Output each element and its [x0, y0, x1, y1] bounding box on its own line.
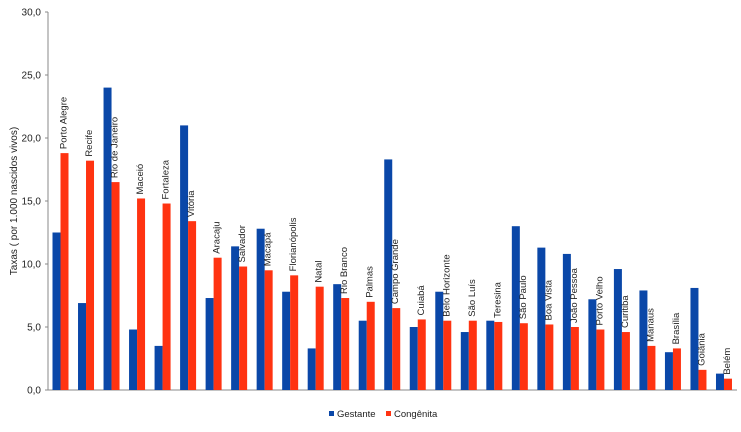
legend-swatch-gestante: [329, 411, 334, 416]
legend: Gestante Congênita: [329, 409, 438, 420]
y-tick-label: 25,0: [22, 71, 42, 82]
category-label: Recife: [84, 130, 95, 157]
bar-gestante: [384, 159, 393, 390]
bar-congenita: [443, 320, 452, 390]
category-label: Brasília: [671, 312, 682, 344]
category-label: Palmas: [365, 266, 376, 298]
category-label: São Luís: [467, 279, 478, 317]
category-label: Aracaju: [212, 221, 223, 253]
bar-congenita: [366, 301, 375, 390]
bar-gestante: [256, 228, 265, 390]
category-label: Salvador: [237, 225, 248, 263]
bar-gestante: [562, 253, 571, 390]
legend-label-gestante: Gestante: [337, 409, 376, 420]
category-label: Porto Alegre: [59, 97, 70, 149]
bar-congenita: [570, 327, 579, 390]
y-tick-label: 15,0: [22, 197, 42, 208]
y-tick-label: 5,0: [27, 323, 41, 334]
bar-congenita: [647, 345, 656, 390]
bar-gestante: [690, 287, 699, 390]
category-label: Goiânia: [696, 332, 707, 365]
bar-congenita: [723, 378, 732, 390]
bar-gestante: [333, 284, 342, 390]
category-label: Florianópolis: [288, 217, 299, 271]
bar-congenita: [239, 266, 248, 390]
category-label: Boa Vista: [543, 279, 554, 320]
category-label: São Paulo: [518, 275, 529, 319]
y-axis-label: Taxas ( por 1.000 nascidos vivos): [9, 127, 20, 275]
bar-gestante: [613, 269, 622, 390]
bar-gestante: [52, 232, 61, 390]
category-label: Manaus: [645, 308, 656, 342]
bar-congenita: [519, 323, 528, 390]
category-label: Teresina: [492, 281, 503, 318]
bar-congenita: [162, 203, 171, 390]
category-label: Curitiba: [620, 295, 631, 328]
bar-gestante: [486, 320, 495, 390]
category-label: Rio Branco: [339, 247, 350, 294]
bar-gestante: [358, 320, 367, 390]
bar-congenita: [494, 321, 503, 390]
category-label: João Pessoa: [569, 267, 580, 323]
legend-label-congenita: Congênita: [394, 409, 438, 420]
y-tick-label: 10,0: [22, 260, 42, 271]
bar-congenita: [264, 270, 273, 390]
category-label: Macapá: [263, 232, 274, 267]
bar-congenita: [621, 332, 630, 390]
category-label: Porto Velho: [594, 276, 605, 325]
bar-congenita: [60, 153, 69, 390]
category-label: Natal: [314, 260, 325, 282]
bar-gestante: [282, 291, 291, 390]
legend-swatch-congenita: [386, 411, 391, 416]
y-tick-label: 30,0: [22, 8, 42, 19]
category-label: Belém: [722, 348, 733, 375]
bar-congenita: [672, 348, 681, 390]
bar-congenita: [468, 320, 477, 390]
category-labels: Porto Alegre Recife Rio de Janeiro Maceió Fo…: [59, 97, 733, 375]
bar-gestante: [409, 327, 418, 390]
bar-gestante: [129, 329, 138, 390]
bar-gestante: [664, 352, 673, 390]
bar-gestante: [435, 291, 444, 390]
bar-gestante: [180, 125, 189, 391]
bar-gestante: [205, 298, 214, 390]
bar-gestante: [511, 226, 520, 390]
bar-congenita: [596, 329, 605, 390]
bar-congenita: [698, 369, 707, 390]
bar-gestante: [639, 290, 648, 390]
y-tick-label: 0,0: [27, 386, 41, 397]
bar-congenita: [417, 319, 426, 390]
bar-gestante: [537, 247, 546, 390]
bar-congenita: [545, 324, 554, 390]
bar-congenita: [188, 221, 197, 390]
bar-gestante: [78, 303, 87, 390]
bar-gestante: [103, 87, 112, 390]
y-tick-label: 20,0: [22, 134, 42, 145]
bar-gestante: [460, 332, 469, 390]
category-label: Rio de Janeiro: [110, 117, 121, 178]
bar-gestante: [307, 348, 316, 390]
bar-gestante: [588, 299, 597, 390]
category-label: Cuiabá: [416, 285, 427, 316]
bars: [52, 87, 732, 391]
category-label: Maceió: [135, 164, 146, 195]
bar-gestante: [231, 246, 240, 390]
bar-congenita: [86, 160, 95, 390]
bar-congenita: [392, 308, 401, 390]
bar-gestante: [715, 373, 724, 390]
bar-congenita: [137, 198, 146, 390]
category-label: Fortaleza: [161, 159, 172, 199]
category-label: Belo Horizonte: [441, 254, 452, 316]
bar-congenita: [111, 182, 120, 390]
bar-congenita: [213, 257, 222, 390]
category-label: Vitória: [186, 190, 197, 217]
bar-congenita: [341, 298, 350, 390]
bar-congenita: [290, 275, 299, 390]
bar-congenita: [315, 286, 324, 390]
bar-gestante: [154, 345, 163, 390]
category-label: Campo Grande: [390, 239, 401, 304]
